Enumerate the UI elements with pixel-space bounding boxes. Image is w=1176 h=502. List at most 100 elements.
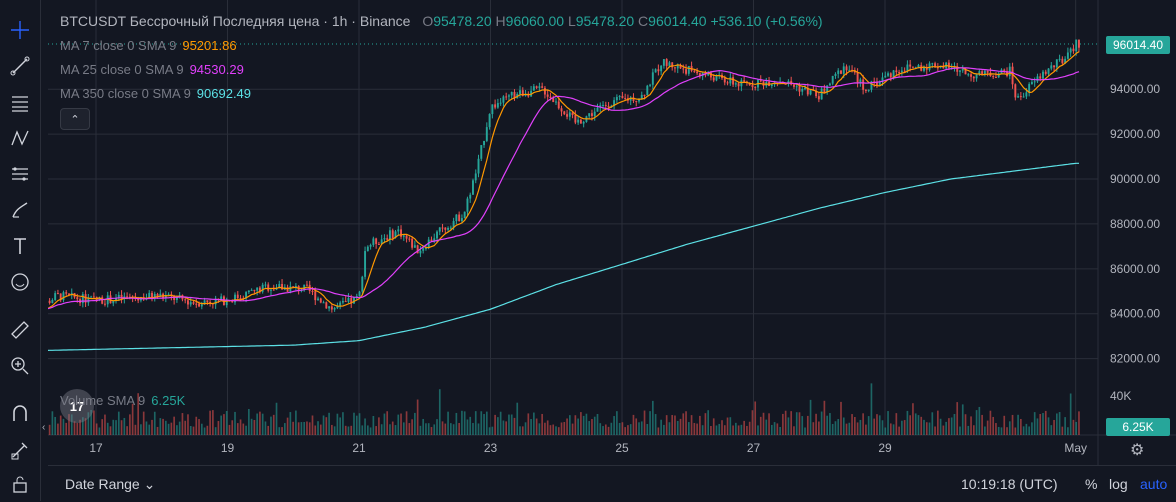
candle-body bbox=[507, 95, 510, 97]
auto-toggle[interactable]: auto bbox=[1140, 476, 1168, 492]
candle-body bbox=[1030, 82, 1033, 85]
percent-toggle[interactable]: % bbox=[1085, 476, 1098, 492]
settings-icon[interactable]: ⚙ bbox=[1130, 442, 1145, 459]
volume-bar bbox=[837, 419, 840, 435]
candle-body bbox=[101, 297, 104, 304]
candle-body bbox=[214, 298, 217, 305]
projection-icon[interactable] bbox=[6, 160, 34, 188]
volume-bar bbox=[513, 417, 516, 435]
volume-bar bbox=[303, 421, 306, 435]
volume-bar bbox=[901, 420, 903, 435]
candle-body bbox=[828, 83, 831, 86]
lock-drawing-icon[interactable] bbox=[6, 436, 34, 464]
volume-bar bbox=[638, 422, 640, 435]
brush-icon[interactable] bbox=[6, 196, 34, 224]
volume-bar bbox=[131, 403, 134, 435]
volume-bar bbox=[593, 416, 596, 435]
ma350-legend[interactable]: MA 350 close 0 SMA 9 90692.49 bbox=[60, 86, 251, 101]
volume-bar bbox=[793, 426, 795, 435]
volume-bar bbox=[986, 420, 989, 435]
volume-bar bbox=[195, 416, 198, 435]
candle-body bbox=[422, 248, 425, 251]
volume-bar bbox=[770, 424, 773, 435]
candle-body bbox=[51, 299, 54, 304]
volume-axis-label: 40K bbox=[1110, 389, 1131, 403]
candle-body bbox=[261, 284, 264, 292]
candle-body bbox=[209, 302, 212, 304]
ma25-legend[interactable]: MA 25 close 0 SMA 9 94530.29 bbox=[60, 62, 244, 77]
candle-body bbox=[574, 115, 577, 123]
candle-body bbox=[660, 65, 663, 72]
ma7-legend[interactable]: MA 7 close 0 SMA 9 95201.86 bbox=[60, 38, 237, 53]
volume-bar bbox=[1006, 427, 1008, 435]
candle-body bbox=[837, 70, 840, 74]
drawing-toolbar bbox=[0, 0, 41, 501]
volume-bar bbox=[923, 419, 925, 435]
last-price-tag: 96014.40 bbox=[1106, 36, 1170, 54]
volume-bar bbox=[895, 413, 898, 435]
volume-bar bbox=[289, 412, 292, 435]
volume-bar bbox=[668, 422, 671, 435]
ruler-icon[interactable] bbox=[6, 316, 34, 344]
volume-bar bbox=[173, 416, 175, 435]
volume-bar bbox=[231, 420, 234, 435]
volume-bar bbox=[588, 421, 591, 435]
candle-body bbox=[364, 251, 367, 277]
lock-icon[interactable] bbox=[6, 470, 34, 498]
volume-bar bbox=[632, 414, 635, 435]
date-range-button[interactable]: Date Range ⌄ bbox=[65, 476, 156, 492]
candle-body bbox=[344, 301, 347, 303]
volume-bar bbox=[773, 422, 776, 435]
volume-legend[interactable]: Volume SMA 9 6.25K bbox=[60, 393, 185, 408]
volume-bar bbox=[815, 413, 817, 435]
volume-bar bbox=[970, 416, 972, 435]
fib-icon[interactable] bbox=[6, 88, 34, 116]
legend-collapse-button[interactable]: ⌃ bbox=[60, 108, 90, 130]
candle-body bbox=[840, 70, 842, 74]
volume-bar bbox=[571, 423, 574, 435]
volume-bar bbox=[804, 427, 806, 435]
volume-bar bbox=[261, 413, 264, 435]
log-toggle[interactable]: log bbox=[1109, 476, 1128, 492]
candle-body bbox=[524, 94, 527, 96]
volume-bar bbox=[165, 420, 167, 435]
candle-body bbox=[339, 302, 342, 306]
x-tick-label: 23 bbox=[484, 441, 498, 455]
text-icon[interactable] bbox=[6, 232, 34, 260]
volume-bar bbox=[842, 417, 845, 435]
clock[interactable]: 10:19:18 (UTC) bbox=[961, 476, 1058, 492]
candle-body bbox=[469, 194, 472, 199]
emoji-icon[interactable] bbox=[6, 268, 34, 296]
symbol-title[interactable]: BTCUSDT Бессрочный Последняя цена · 1h ·… bbox=[60, 13, 411, 29]
volume-bar bbox=[530, 419, 532, 435]
volume-bar bbox=[914, 413, 917, 435]
low-label: L bbox=[567, 13, 576, 29]
volume-bar bbox=[854, 417, 856, 435]
pattern-icon[interactable] bbox=[6, 124, 34, 152]
volume-bar bbox=[732, 425, 734, 435]
volume-bar bbox=[1022, 426, 1025, 435]
candle-body bbox=[693, 70, 696, 72]
trend-line-icon[interactable] bbox=[6, 52, 34, 80]
candle-body bbox=[521, 90, 524, 96]
volume-tag: 6.25K bbox=[1106, 418, 1170, 436]
zoom-in-icon[interactable] bbox=[6, 352, 34, 380]
magnet-icon[interactable] bbox=[6, 400, 34, 428]
candle-body bbox=[314, 291, 317, 301]
volume-bar bbox=[234, 411, 236, 435]
volume-bar bbox=[367, 425, 369, 435]
crosshair-icon[interactable] bbox=[6, 16, 34, 44]
candle-body bbox=[294, 285, 297, 287]
candle-body bbox=[458, 214, 461, 222]
candle-body bbox=[942, 65, 945, 69]
price-chart[interactable]: 82000.00 84000.00 86000.00 88000.00 90000.00… bbox=[48, 0, 1176, 465]
candle-body bbox=[256, 287, 259, 291]
candle-body bbox=[712, 77, 715, 81]
toolbar-collapse-icon[interactable]: ‹ bbox=[42, 422, 46, 433]
volume-bar bbox=[104, 414, 106, 435]
volume-bar bbox=[931, 412, 934, 435]
volume-bar bbox=[142, 411, 145, 435]
volume-bar bbox=[967, 425, 970, 435]
volume-bar bbox=[602, 426, 604, 435]
volume-bar bbox=[70, 414, 73, 435]
